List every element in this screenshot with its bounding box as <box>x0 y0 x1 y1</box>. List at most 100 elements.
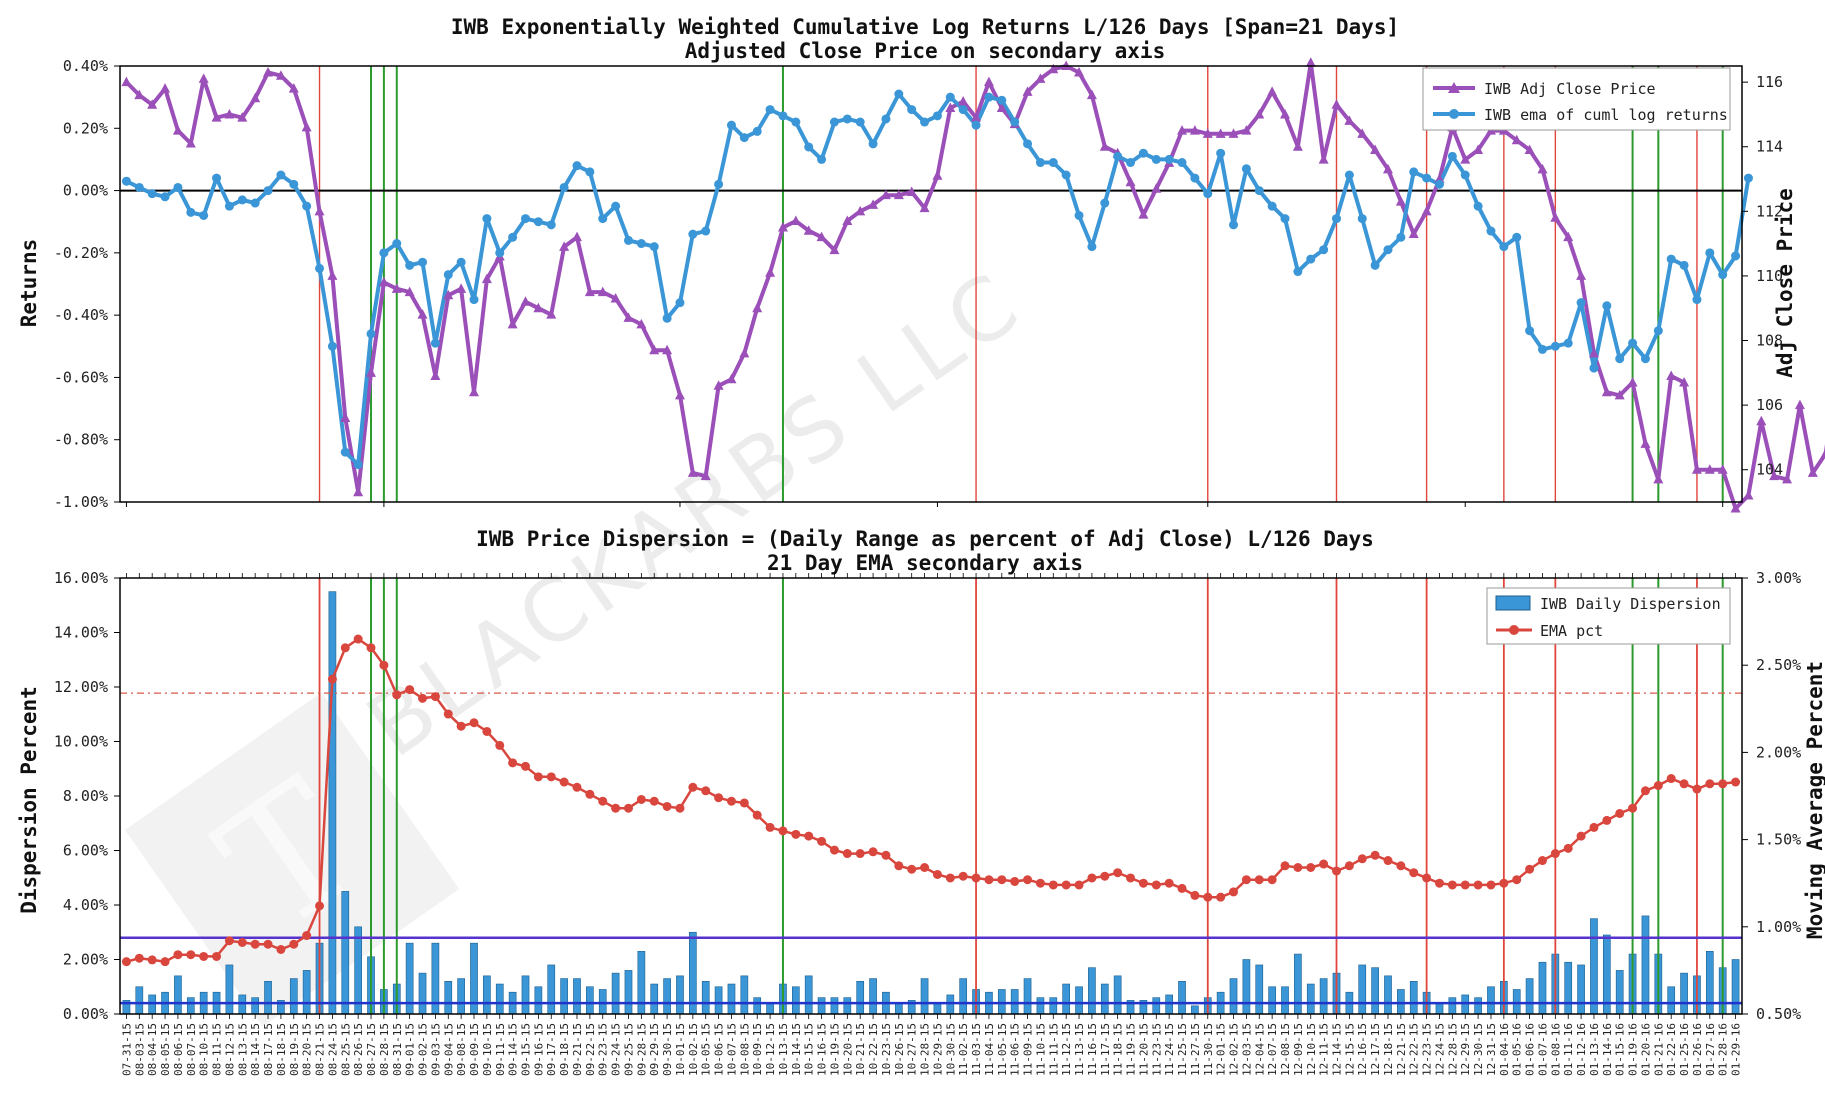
adj-close-point <box>1357 128 1368 138</box>
date-tick-label: 01-15-16 <box>1614 1023 1627 1076</box>
ema-returns-point <box>752 126 762 136</box>
ema-pct-point <box>984 875 994 885</box>
adj-close-point <box>1782 473 1793 484</box>
dispersion-bar <box>521 975 530 1015</box>
date-tick-label: 08-28-15 <box>378 1023 391 1076</box>
date-tick-label: 12-29-15 <box>1459 1023 1472 1076</box>
dispersion-legend: IWB Daily Dispersion EMA pct <box>1486 587 1731 645</box>
dispersion-bar <box>1049 997 1058 1015</box>
adj-close-point <box>263 66 274 77</box>
date-tick-label: 12-04-15 <box>1253 1023 1266 1076</box>
ema-returns-point <box>327 341 337 351</box>
ema-pct-point <box>276 944 286 954</box>
dispersion-bar <box>1461 994 1470 1015</box>
date-tick-label: 08-11-15 <box>211 1023 224 1076</box>
dispersion-bar <box>560 978 568 1015</box>
ema-pct-point <box>701 786 711 796</box>
ema-returns-point <box>1628 338 1638 348</box>
adj-close-point <box>1138 209 1149 219</box>
adj-close-point <box>1807 467 1818 477</box>
adj-close-point <box>623 312 634 322</box>
ema-returns-point <box>469 295 479 305</box>
ema-returns-point <box>443 270 453 280</box>
adj-close-point <box>971 112 982 122</box>
returns-x-axis <box>125 502 1724 507</box>
adj-close-point <box>700 470 711 481</box>
date-tick-label: 11-05-15 <box>996 1023 1009 1076</box>
dispersion-bar <box>1036 997 1045 1015</box>
dispersion-bar <box>1178 980 1186 1015</box>
dispersion-bar <box>830 997 839 1015</box>
dispersion-bar <box>1229 978 1238 1015</box>
ema-pct-point <box>340 643 350 653</box>
adj-close-point <box>1125 176 1136 187</box>
adj-close-point <box>829 244 840 255</box>
adj-close-point <box>391 283 402 293</box>
ema-returns-point <box>405 260 415 270</box>
date-tick-label: 09-18-15 <box>558 1023 571 1076</box>
dispersion-bar <box>174 975 182 1015</box>
dispersion-bar <box>1075 986 1083 1015</box>
adj-close-point <box>739 347 750 358</box>
adj-close-point <box>546 309 557 319</box>
dispersion-bar <box>495 983 504 1015</box>
date-tick-label: 09-21-15 <box>571 1023 584 1076</box>
dispersion-bar <box>637 951 646 1015</box>
ema-pct-point <box>508 758 518 768</box>
date-tick-label: 10-28-15 <box>919 1023 932 1076</box>
ema-returns-point <box>289 179 299 189</box>
ema-pct-point <box>817 836 827 846</box>
date-tick-label: 09-14-15 <box>507 1023 520 1076</box>
dispersion-bar <box>302 970 311 1015</box>
date-tick-label: 09-28-15 <box>635 1023 648 1076</box>
adj-close-point <box>160 83 171 93</box>
ema-returns-point <box>521 214 530 224</box>
ema-pct-point <box>289 939 299 949</box>
returns-chart-title: IWB Exponentially Weighted Cumulative Lo… <box>451 15 1399 39</box>
ema-returns-point <box>1383 245 1393 255</box>
ema-pct-point <box>1319 859 1329 869</box>
adj-close-point <box>1460 154 1471 164</box>
date-tick-label: 01-07-16 <box>1537 1023 1550 1076</box>
ema-returns-point <box>855 117 865 127</box>
ema-returns-point <box>662 313 672 323</box>
ema-returns-point <box>173 182 183 192</box>
ema-returns-point <box>340 447 350 457</box>
ema-returns-point <box>1203 189 1213 199</box>
ema-returns-point <box>224 201 234 211</box>
date-tick-label: 12-22-15 <box>1408 1023 1421 1076</box>
dispersion-bar <box>328 591 337 1015</box>
dispersion-y2-tick-label: 3.00% <box>1756 569 1801 587</box>
ema-returns-point <box>1151 154 1161 164</box>
ema-returns-point <box>1640 354 1650 364</box>
ema-pct-point <box>533 772 543 782</box>
dispersion-bar <box>766 1002 774 1015</box>
adj-close-point <box>1730 502 1741 513</box>
adj-close-point <box>456 283 467 293</box>
ema-returns-point <box>1357 214 1367 224</box>
returns-series-markers <box>121 57 1825 513</box>
adj-close-point <box>1344 115 1355 125</box>
ema-returns-point <box>147 189 157 199</box>
date-tick-label: 11-03-15 <box>970 1023 983 1076</box>
returns-y-tick-label: -0.80% <box>54 431 108 449</box>
dispersion-bar <box>1371 967 1379 1015</box>
date-tick-label: 11-16-15 <box>1086 1023 1099 1076</box>
dispersion-bar <box>1319 978 1328 1015</box>
ema-pct-point <box>250 939 260 949</box>
adj-close-point <box>533 302 544 313</box>
ema-returns-point <box>1743 173 1753 183</box>
date-tick-label: 12-01-15 <box>1215 1023 1228 1076</box>
ema-returns-point <box>546 220 556 230</box>
ema-returns-point <box>714 179 724 189</box>
returns-y-tick-label: -0.60% <box>54 368 108 386</box>
ema-pct-point <box>1434 878 1444 888</box>
ema-returns-point <box>611 201 621 211</box>
ema-pct-point <box>611 803 621 813</box>
ema-pct-point <box>1679 779 1689 789</box>
adj-close-point <box>765 267 776 277</box>
dispersion-bar <box>1705 951 1714 1015</box>
adj-close-point <box>237 112 248 122</box>
date-tick-label: 11-02-15 <box>957 1023 970 1076</box>
date-tick-label: 12-23-15 <box>1421 1023 1434 1076</box>
